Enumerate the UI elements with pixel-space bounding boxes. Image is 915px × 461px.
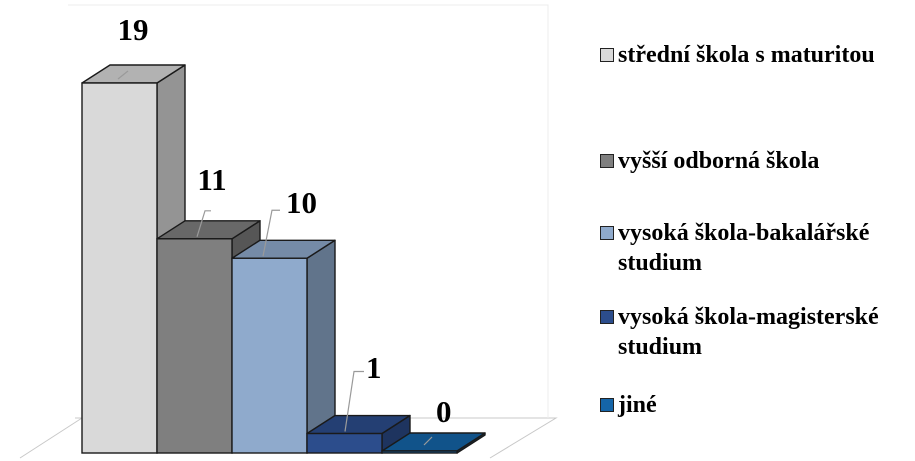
back-wall <box>68 4 549 418</box>
bar <box>306 414 411 454</box>
legend-label: vysoká škola-bakalářské studium <box>618 220 870 276</box>
bar <box>231 239 336 454</box>
legend-swatch <box>600 48 614 62</box>
bar-front <box>381 450 458 454</box>
bar-front <box>306 432 383 454</box>
leader-line <box>423 436 433 446</box>
legend-swatch <box>600 154 614 168</box>
bar-front <box>231 257 308 454</box>
legend-item-vyssi-odborna-skola: vyšší odborná škola <box>600 146 913 176</box>
legend-swatch <box>600 398 614 412</box>
data-label: 1 <box>366 350 382 385</box>
legend-item-stredni-skola: střední škola s maturitou <box>600 40 913 70</box>
bar-front <box>81 82 158 454</box>
legend-label: vyšší odborná škola <box>618 148 820 174</box>
floor-edge-left <box>19 417 83 459</box>
data-label-group: 0 <box>423 394 452 446</box>
legend-swatch <box>600 226 614 240</box>
leader-line <box>262 209 280 257</box>
data-label: 0 <box>436 394 452 429</box>
legend-label: vysoká škola-magisterské studium <box>618 304 879 360</box>
legend-label: střední škola s maturitou <box>618 42 875 68</box>
data-label-group: 1 <box>344 350 382 432</box>
legend-item-jine: jiné <box>600 390 913 420</box>
data-label-group: 10 <box>262 185 317 257</box>
data-label-group: 11 <box>196 162 227 237</box>
data-label: 19 <box>118 12 149 47</box>
bar <box>381 432 486 454</box>
data-label: 10 <box>286 185 317 220</box>
legend-item-magisterske-studium: vysoká škola-magisterské studium <box>600 302 913 362</box>
leader-line <box>344 370 364 432</box>
bars <box>81 64 486 454</box>
legend-item-bakalarske-studium: vysoká škola-bakalářské studium <box>600 218 913 278</box>
legend-label: jiné <box>618 392 657 418</box>
data-label-group: 19 <box>117 12 149 80</box>
bar-front <box>156 238 233 454</box>
leader-line <box>117 70 129 80</box>
legend-swatch <box>600 310 614 324</box>
leader-line <box>196 210 211 237</box>
data-label: 11 <box>197 162 226 197</box>
